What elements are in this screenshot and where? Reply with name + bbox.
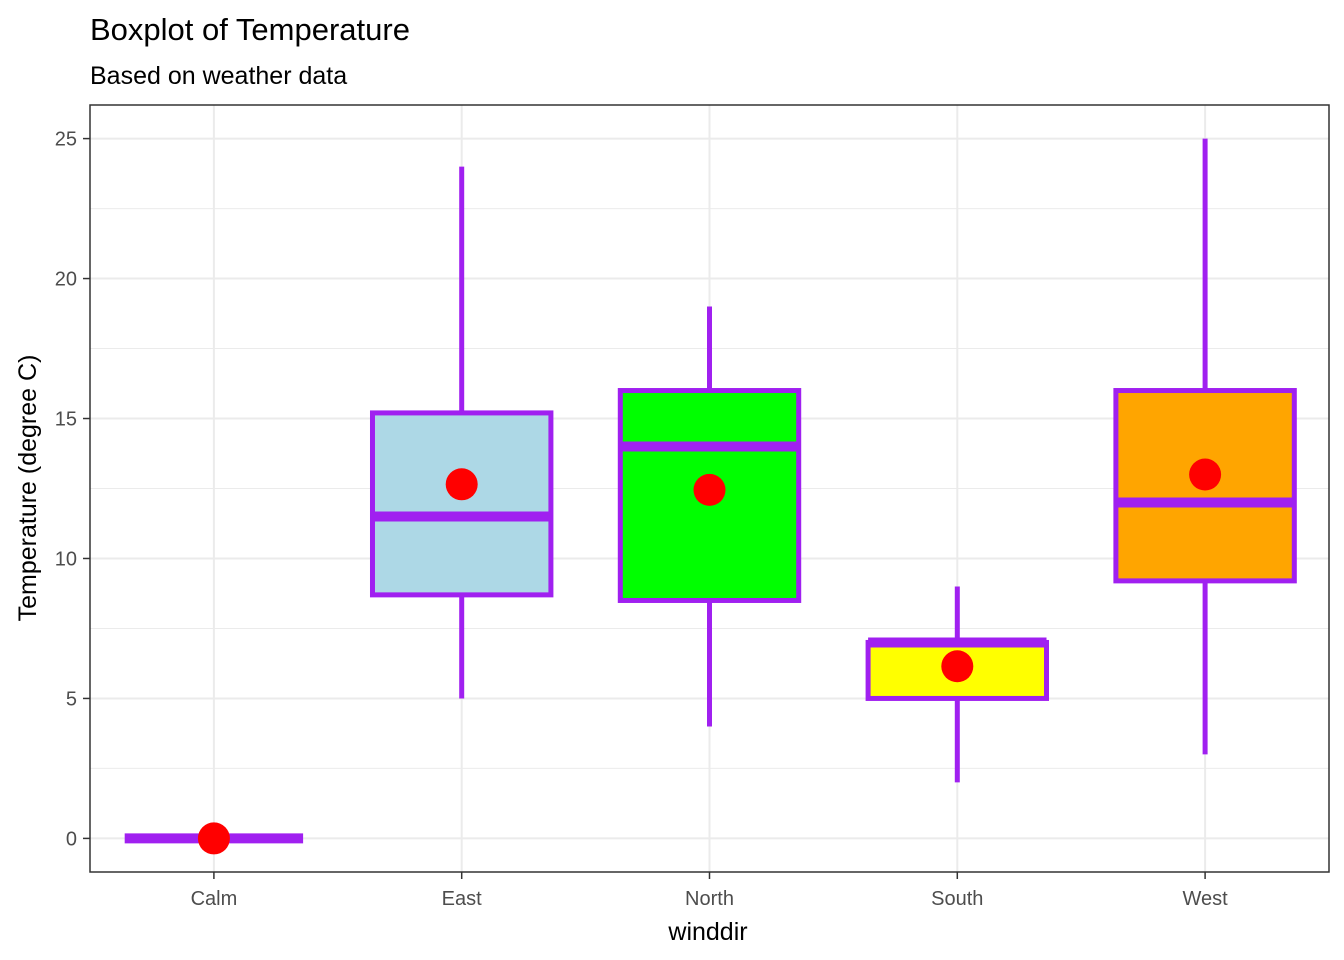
iqr-box-east: [369, 410, 554, 598]
x-tick-label-north: North: [685, 888, 734, 910]
chart-title: Boxplot of Temperature: [90, 12, 410, 47]
mean-point-south: [941, 650, 974, 683]
mean-point-west: [1189, 458, 1222, 491]
x-tick-label-south: South: [931, 888, 983, 910]
box-east: [369, 166, 554, 699]
y-tick-label: 20: [55, 269, 77, 291]
mean-points-layer: [197, 458, 1222, 855]
y-tick-label: 5: [66, 688, 77, 710]
chart-subtitle: Based on weather data: [90, 62, 347, 90]
mean-point-east: [445, 468, 478, 501]
x-axis-title: winddir: [667, 918, 747, 946]
y-tick-label: 25: [55, 129, 77, 151]
x-axis-ticks: Calm East North South West: [191, 872, 1228, 910]
mean-point-calm: [197, 822, 230, 855]
y-axis-ticks: 0 5 10 15 20 25: [55, 129, 90, 850]
x-tick-label-east: East: [442, 888, 482, 910]
y-tick-label: 10: [55, 548, 77, 570]
x-tick-label-calm: Calm: [191, 888, 238, 910]
y-tick-label: 15: [55, 409, 77, 431]
y-tick-label: 0: [66, 828, 77, 850]
y-axis-title: Temperature (degree C): [14, 355, 42, 622]
x-tick-label-west: West: [1182, 888, 1228, 910]
mean-point-north: [693, 473, 726, 506]
